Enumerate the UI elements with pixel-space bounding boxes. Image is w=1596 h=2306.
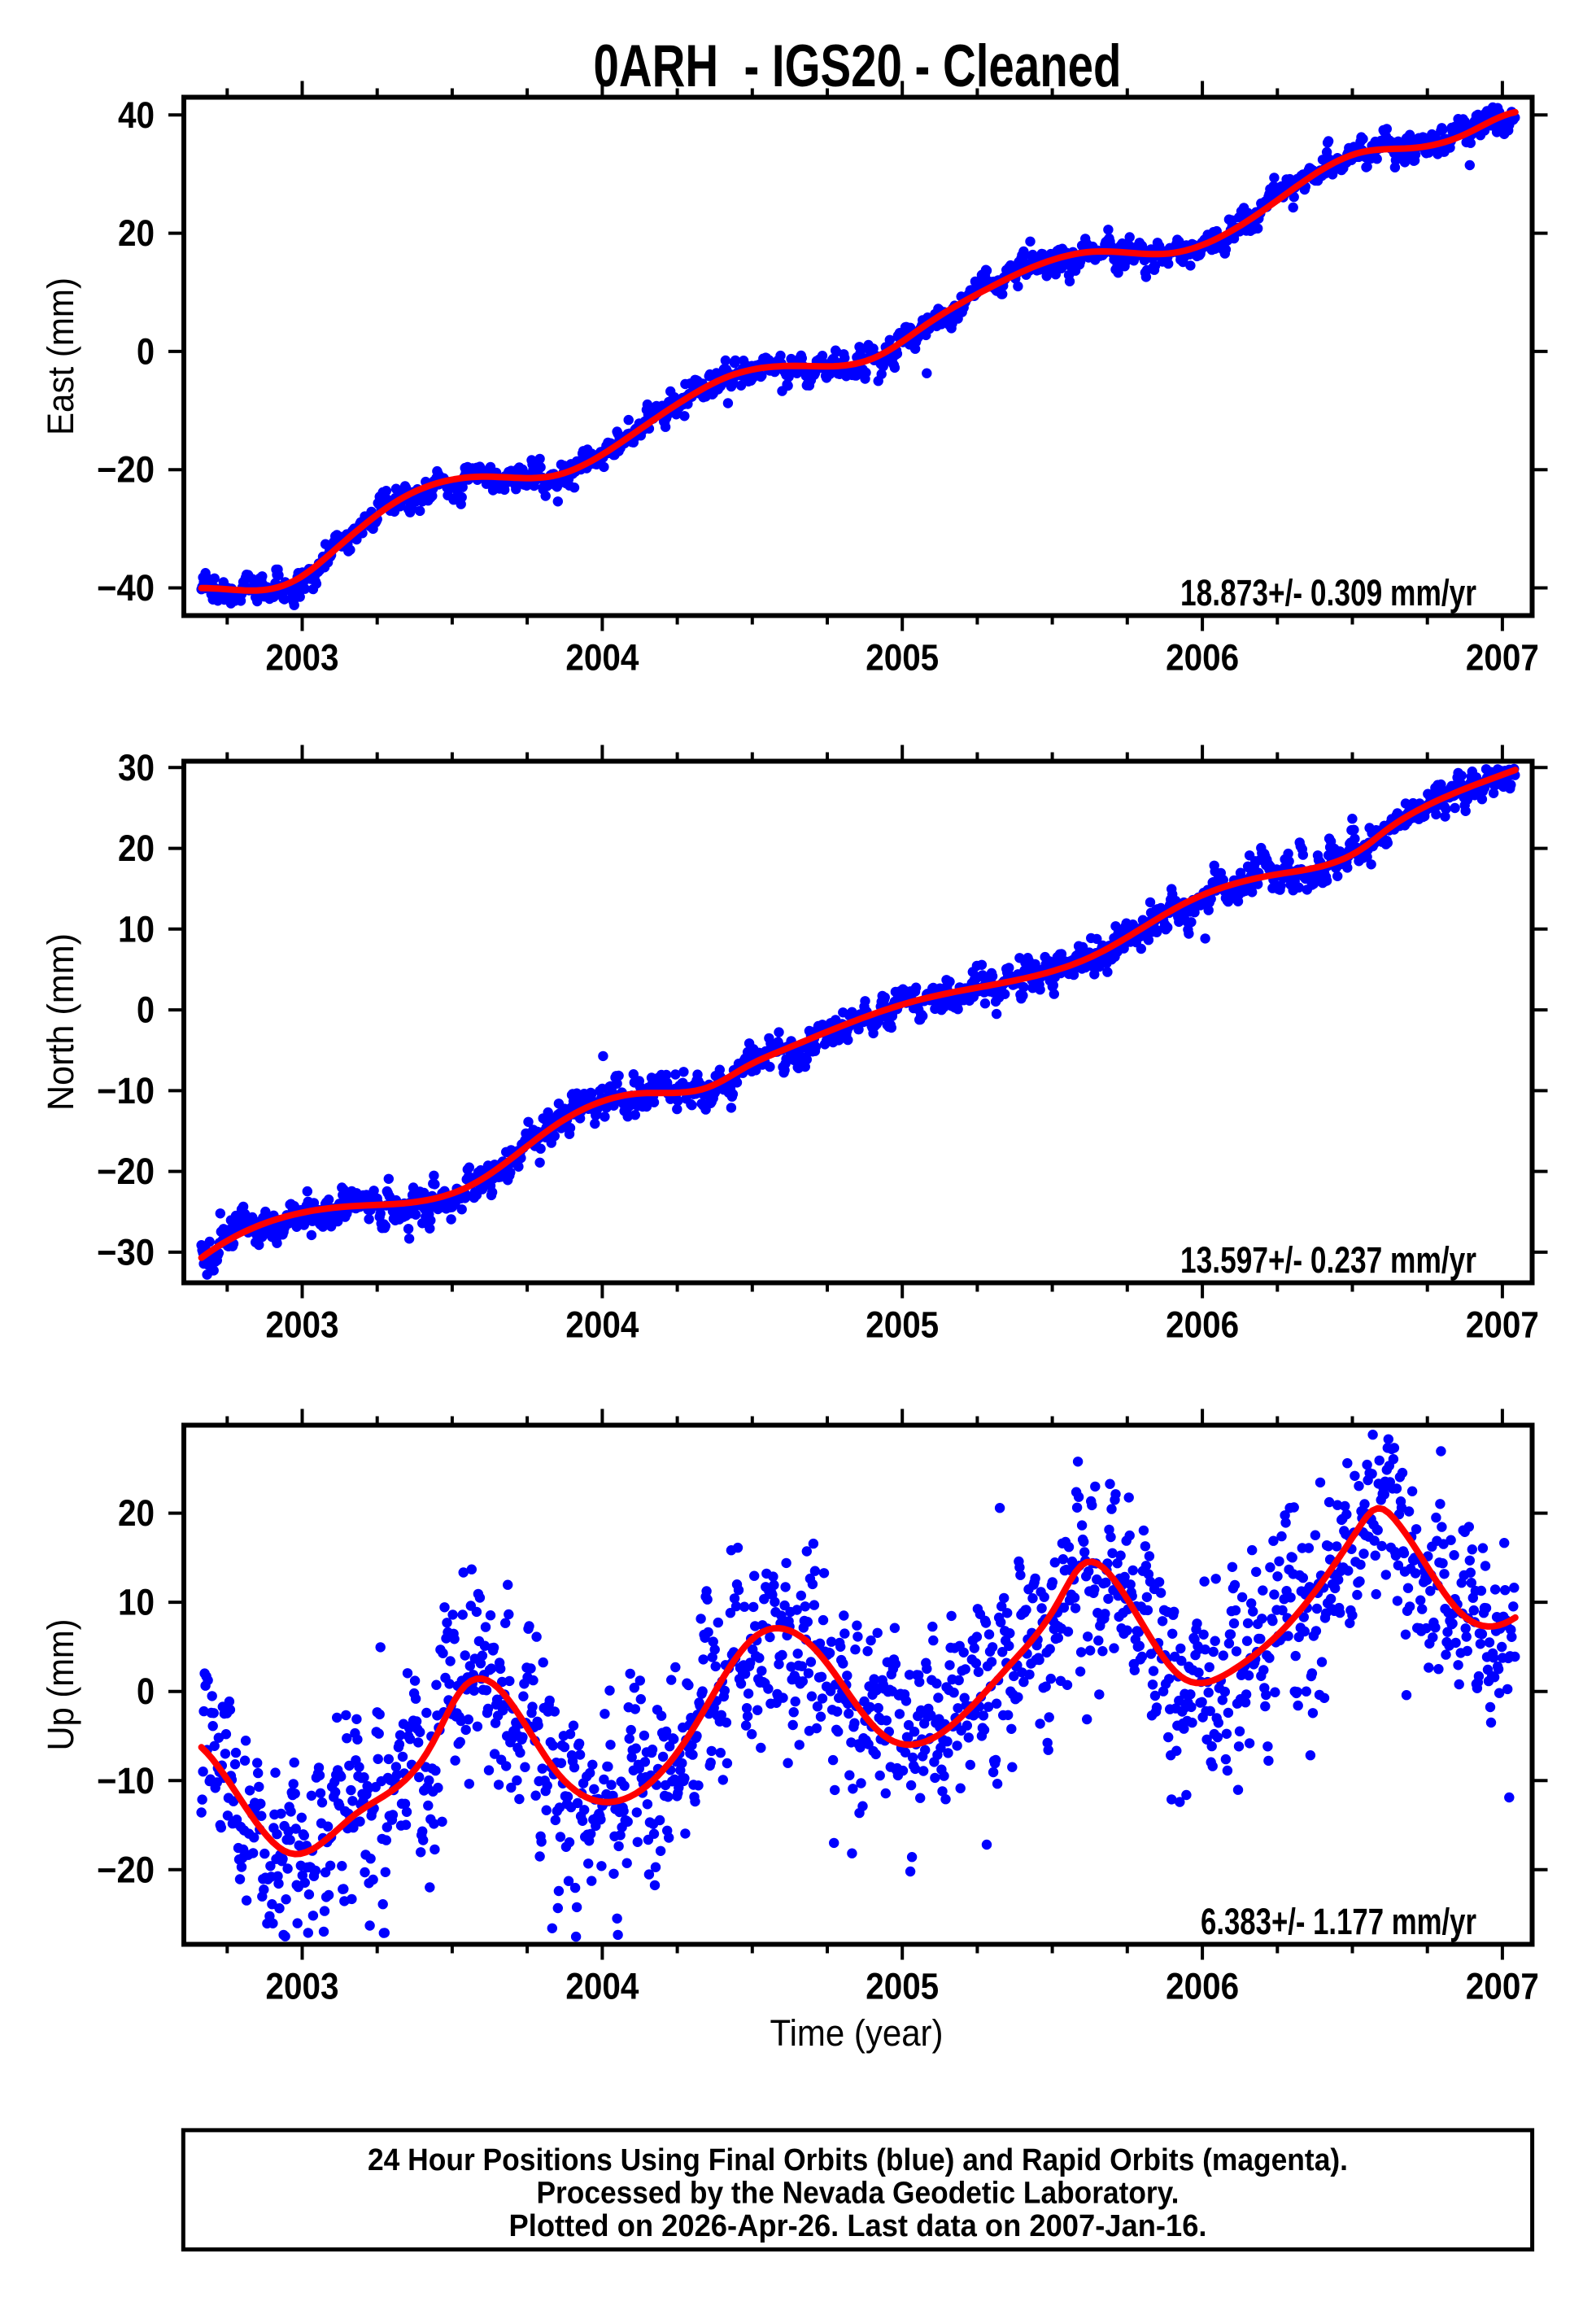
svg-text:2005: 2005 <box>866 1966 939 2007</box>
svg-text:24 Hour Positions Using Final: 24 Hour Positions Using Final Orbits (bl… <box>368 2143 1348 2177</box>
svg-text:0ARH - IGS20 - Cleaned: 0ARH - IGS20 - Cleaned <box>594 33 1122 99</box>
svg-text:Time (year): Time (year) <box>770 2012 944 2054</box>
svg-text:−40: −40 <box>97 567 155 609</box>
svg-text:30: 30 <box>118 747 155 788</box>
svg-text:2004: 2004 <box>565 1966 639 2007</box>
svg-text:2004: 2004 <box>565 1304 639 1346</box>
svg-text:2003: 2003 <box>266 637 339 679</box>
svg-text:Processed by the Nevada Geodet: Processed by the Nevada Geodetic Laborat… <box>537 2177 1180 2211</box>
svg-text:10: 10 <box>118 908 155 950</box>
svg-text:−10: −10 <box>97 1760 155 1802</box>
svg-text:−20: −20 <box>97 449 155 491</box>
svg-text:6.383+/- 1.177 mm/yr: 6.383+/- 1.177 mm/yr <box>1201 1901 1476 1942</box>
svg-text:−30: −30 <box>97 1231 155 1273</box>
svg-text:Plotted on 2026-Apr-26. Last d: Plotted on 2026-Apr-26. Last data on 200… <box>509 2209 1207 2243</box>
svg-text:−20: −20 <box>97 1151 155 1192</box>
svg-text:2005: 2005 <box>866 1304 939 1346</box>
svg-text:2003: 2003 <box>266 1304 339 1346</box>
svg-text:2005: 2005 <box>866 637 939 679</box>
svg-text:40: 40 <box>118 94 155 136</box>
svg-text:2007: 2007 <box>1466 1304 1539 1346</box>
svg-text:20: 20 <box>118 1492 155 1534</box>
svg-text:20: 20 <box>118 828 155 869</box>
svg-text:−10: −10 <box>97 1070 155 1112</box>
svg-text:20: 20 <box>118 212 155 254</box>
svg-text:2006: 2006 <box>1166 1966 1239 2007</box>
svg-text:Up (mm): Up (mm) <box>40 1619 81 1751</box>
svg-text:2003: 2003 <box>266 1966 339 2007</box>
svg-text:East (mm): East (mm) <box>40 277 81 435</box>
svg-text:0: 0 <box>137 330 155 372</box>
svg-text:2007: 2007 <box>1466 1966 1539 2007</box>
svg-text:−20: −20 <box>97 1849 155 1890</box>
svg-text:13.597+/- 0.237 mm/yr: 13.597+/- 0.237 mm/yr <box>1180 1239 1476 1281</box>
svg-text:2007: 2007 <box>1466 637 1539 679</box>
svg-text:2006: 2006 <box>1166 637 1239 679</box>
svg-text:North (mm): North (mm) <box>40 933 81 1111</box>
svg-text:2004: 2004 <box>565 637 639 679</box>
svg-text:2006: 2006 <box>1166 1304 1239 1346</box>
svg-text:18.873+/- 0.309 mm/yr: 18.873+/- 0.309 mm/yr <box>1180 572 1476 614</box>
svg-text:10: 10 <box>118 1582 155 1623</box>
svg-text:0: 0 <box>137 989 155 1031</box>
svg-text:0: 0 <box>137 1671 155 1712</box>
